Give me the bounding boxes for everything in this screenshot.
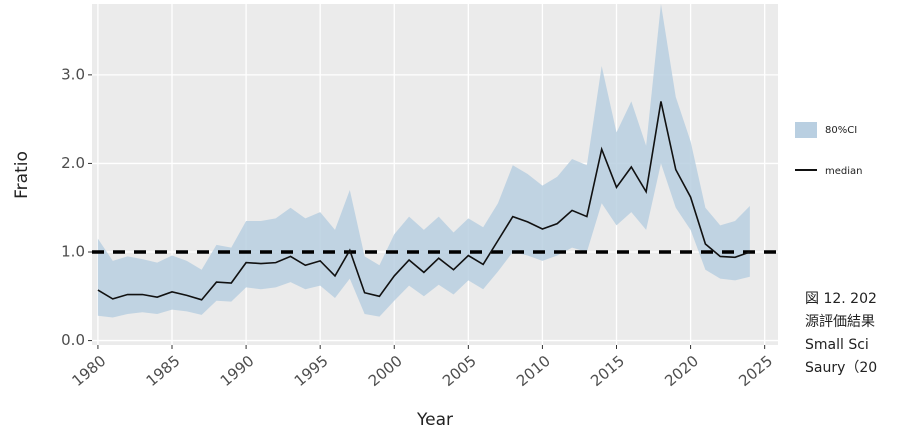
caption-line: 源評価結果 (805, 314, 875, 330)
legend-label: median (825, 166, 863, 177)
x-tick-label: 2000 (365, 352, 406, 390)
x-axis-title: Year (416, 410, 453, 430)
x-tick-label: 2020 (661, 352, 702, 390)
y-tick-label: 2.0 (61, 154, 85, 172)
legend-swatch (795, 122, 817, 138)
ci-band (97, 4, 750, 318)
y-tick-label: 0.0 (61, 331, 85, 349)
y-tick-label: 1.0 (61, 243, 85, 261)
caption-line: 図 12. 202 (805, 291, 877, 307)
x-tick-label: 2025 (735, 352, 776, 390)
x-tick-label: 2005 (439, 352, 480, 390)
y-axis-title: Fratio (12, 151, 32, 199)
x-tick-label: 1985 (143, 352, 184, 390)
x-tick-label: 1995 (291, 352, 332, 390)
median-line (97, 101, 751, 301)
caption-line: Saury（20 (805, 360, 877, 376)
x-tick-label: 1980 (69, 352, 110, 390)
x-tick-label: 2010 (513, 352, 554, 390)
caption-line: Small Sci (805, 337, 869, 353)
x-tick-label: 2015 (587, 352, 628, 390)
legend-label: 80%CI (825, 125, 857, 136)
x-tick-label: 1990 (217, 352, 258, 390)
y-tick-label: 3.0 (61, 65, 85, 83)
